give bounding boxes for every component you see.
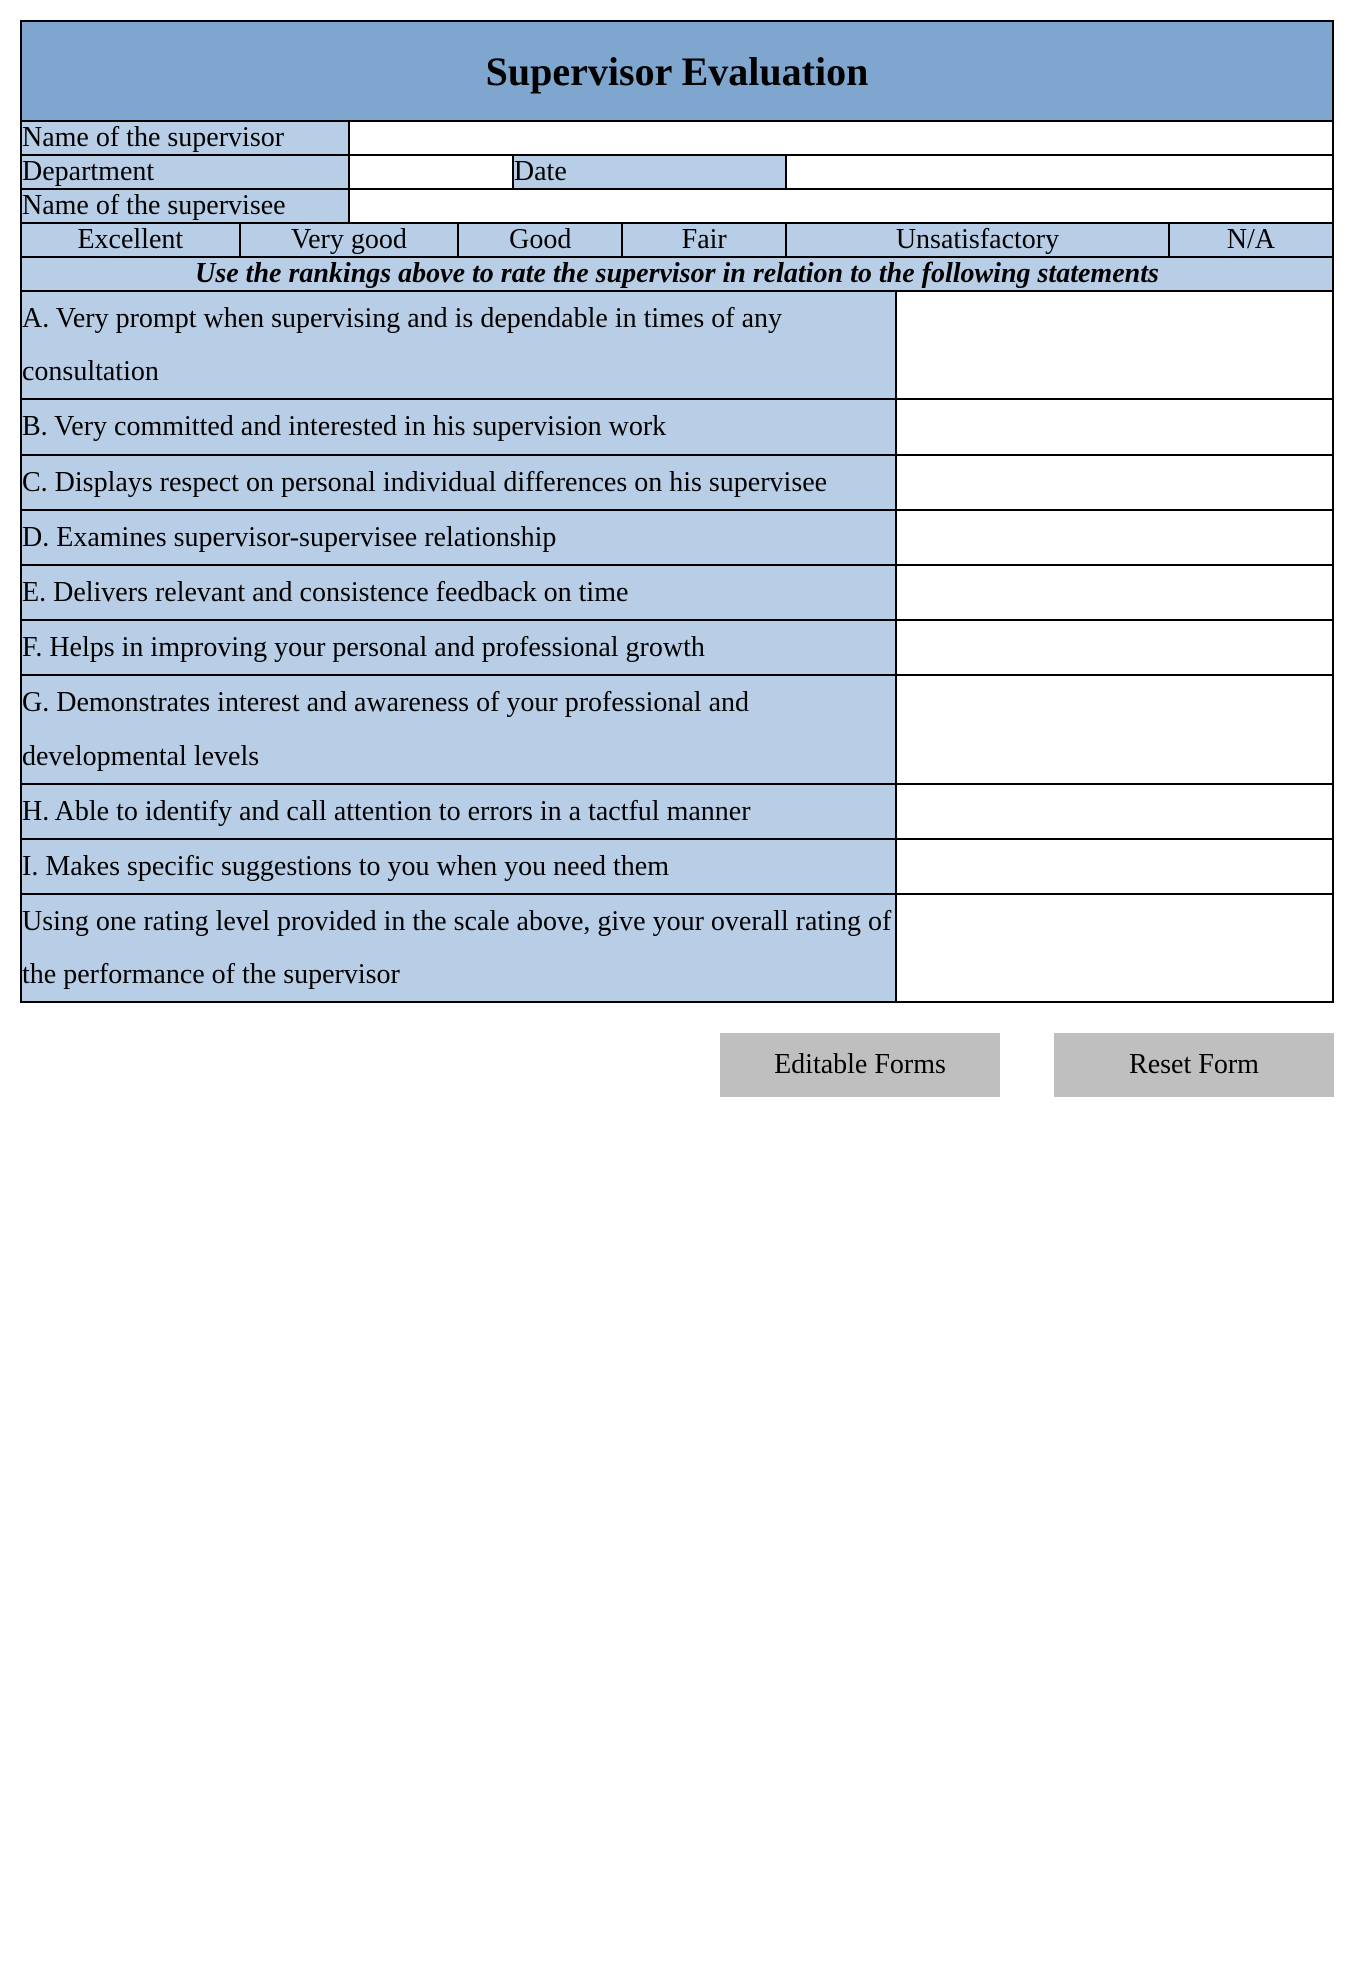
rating-excellent: Excellent	[21, 223, 240, 257]
department-label: Department	[21, 155, 349, 189]
answer-h[interactable]	[896, 784, 1334, 839]
rating-unsatisfactory: Unsatisfactory	[786, 223, 1169, 257]
rating-good: Good	[458, 223, 622, 257]
department-input[interactable]	[349, 155, 513, 189]
answer-a[interactable]	[896, 291, 1334, 399]
answer-c[interactable]	[896, 455, 1334, 510]
statement-h: H. Able to identify and call attention t…	[21, 784, 896, 839]
statement-e: E. Delivers relevant and consistence fee…	[21, 565, 896, 620]
supervisor-name-label: Name of the supervisor	[21, 121, 349, 155]
overall-rating-label: Using one rating level provided in the s…	[21, 894, 896, 1002]
rating-fair: Fair	[622, 223, 786, 257]
statement-g: G. Demonstrates interest and awareness o…	[21, 675, 896, 783]
statement-a: A. Very prompt when supervising and is d…	[21, 291, 896, 399]
form-title: Supervisor Evaluation	[21, 21, 1333, 121]
statement-i: I. Makes specific suggestions to you whe…	[21, 839, 896, 894]
date-label: Date	[513, 155, 786, 189]
answer-g[interactable]	[896, 675, 1334, 783]
answer-f[interactable]	[896, 620, 1334, 675]
supervisee-name-label: Name of the supervisee	[21, 189, 349, 223]
overall-rating-input[interactable]	[896, 894, 1334, 1002]
evaluation-form: Supervisor Evaluation Name of the superv…	[20, 20, 1334, 1003]
date-input[interactable]	[786, 155, 1333, 189]
statement-d: D. Examines supervisor-supervisee relati…	[21, 510, 896, 565]
statement-c: C. Displays respect on personal individu…	[21, 455, 896, 510]
statement-f: F. Helps in improving your personal and …	[21, 620, 896, 675]
supervisor-name-input[interactable]	[349, 121, 1333, 155]
rating-na: N/A	[1169, 223, 1333, 257]
rating-very-good: Very good	[240, 223, 459, 257]
editable-forms-button[interactable]: Editable Forms	[720, 1033, 1000, 1097]
button-bar: Editable Forms Reset Form	[20, 1033, 1334, 1097]
answer-d[interactable]	[896, 510, 1334, 565]
answer-b[interactable]	[896, 399, 1334, 454]
supervisee-name-input[interactable]	[349, 189, 1333, 223]
answer-i[interactable]	[896, 839, 1334, 894]
reset-form-button[interactable]: Reset Form	[1054, 1033, 1334, 1097]
instruction-text: Use the rankings above to rate the super…	[21, 257, 1333, 291]
statement-b: B. Very committed and interested in his …	[21, 399, 896, 454]
answer-e[interactable]	[896, 565, 1334, 620]
